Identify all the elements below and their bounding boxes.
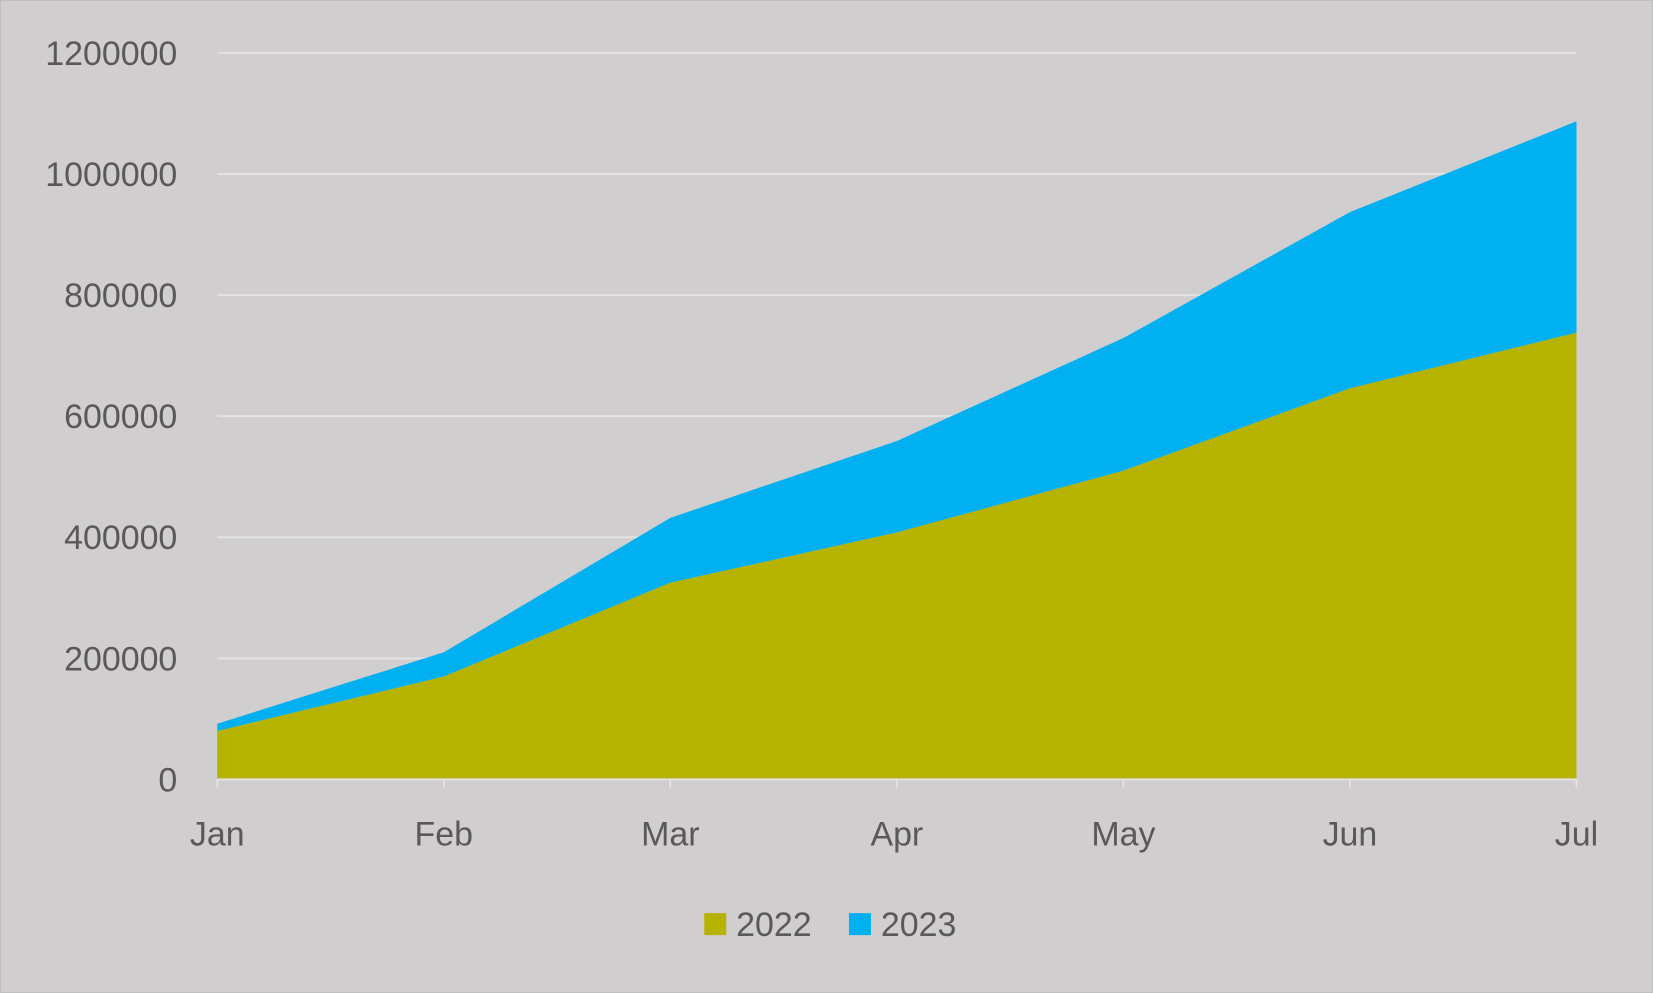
y-tick-label: 0: [158, 761, 177, 799]
x-tick-label: Feb: [415, 815, 473, 853]
legend-label-2022: 2022: [736, 906, 811, 944]
y-tick-label: 200000: [64, 640, 177, 678]
y-tick-label: 400000: [64, 519, 177, 557]
x-tick-label: Apr: [870, 815, 923, 853]
y-tick-label: 600000: [64, 398, 177, 436]
legend-swatch-2023: [848, 913, 871, 936]
axes: 0 200000 400000 600000 800000 1000000 1200000 J…: [45, 35, 1598, 853]
x-tick-label: Jul: [1555, 815, 1598, 853]
legend-label-2023: 2023: [881, 906, 956, 944]
legend: 2022 2023: [704, 906, 956, 944]
area-series-2023: [217, 121, 1577, 731]
y-tick-label: 800000: [64, 277, 177, 315]
area-series-2022: [217, 332, 1577, 780]
x-tick-label: Mar: [641, 815, 699, 853]
legend-swatch-2022: [704, 913, 727, 936]
x-tick-label: Jun: [1323, 815, 1378, 853]
x-tick-label: May: [1091, 815, 1155, 853]
y-tick-label: 1000000: [45, 156, 177, 194]
area-series: [217, 121, 1577, 780]
x-tick-label: Jan: [190, 815, 245, 853]
y-tick-label: 1200000: [45, 35, 177, 73]
